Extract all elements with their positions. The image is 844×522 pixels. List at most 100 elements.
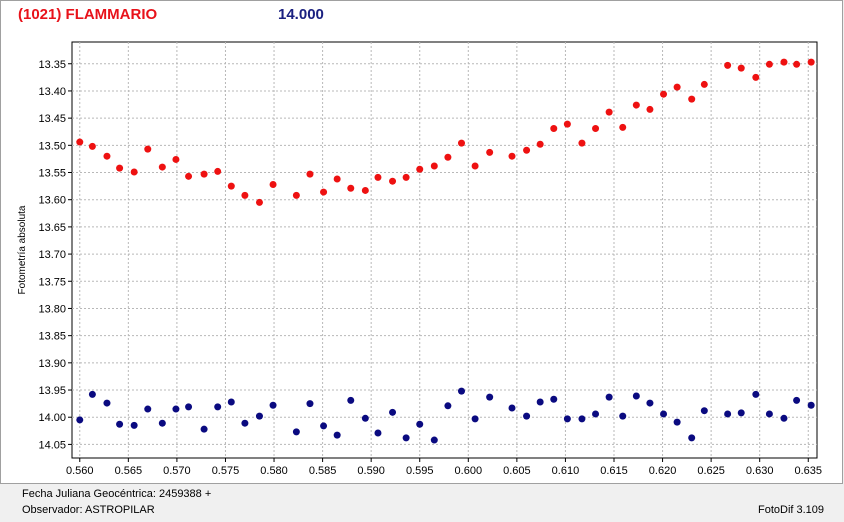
data-point xyxy=(471,162,479,170)
data-point xyxy=(88,142,96,150)
x-tick-label: 0.625 xyxy=(697,465,725,477)
data-point xyxy=(333,431,341,439)
data-point xyxy=(320,422,328,430)
data-point xyxy=(185,172,193,180)
x-tick-label: 0.570 xyxy=(163,465,191,477)
data-point xyxy=(402,173,410,181)
data-point xyxy=(116,420,124,428)
data-point xyxy=(673,418,681,426)
y-tick-label: 13.80 xyxy=(38,303,66,315)
data-point xyxy=(765,60,773,68)
chart: (1021) FLAMMARIO 14.000 Fotometría absol… xyxy=(0,0,843,484)
data-point xyxy=(632,101,640,109)
x-tick-label: 0.605 xyxy=(503,465,531,477)
x-tick-label: 0.615 xyxy=(600,465,628,477)
data-point xyxy=(227,398,235,406)
x-tick-label: 0.635 xyxy=(794,465,822,477)
data-point xyxy=(76,138,84,146)
data-point xyxy=(737,64,745,72)
y-tick-label: 13.35 xyxy=(38,59,66,71)
y-tick-label: 13.50 xyxy=(38,140,66,152)
data-point xyxy=(144,145,152,153)
data-point xyxy=(430,436,438,444)
data-point xyxy=(688,95,696,103)
data-point xyxy=(752,73,760,81)
data-point xyxy=(550,395,558,403)
y-tick-label: 14.05 xyxy=(38,439,66,451)
data-point xyxy=(172,155,180,163)
data-point xyxy=(200,425,208,433)
chart-panel xyxy=(0,0,843,484)
data-point xyxy=(673,83,681,91)
data-point xyxy=(793,396,801,404)
data-point xyxy=(374,429,382,437)
data-point xyxy=(536,398,544,406)
data-point xyxy=(88,390,96,398)
data-point xyxy=(700,80,708,88)
footer-date: Fecha Juliana Geocéntrica: 2459388 + xyxy=(22,488,212,500)
data-point xyxy=(793,60,801,68)
data-point xyxy=(457,387,465,395)
data-point xyxy=(688,434,696,442)
data-point xyxy=(200,170,208,178)
data-point xyxy=(508,152,516,160)
x-tick-label: 0.560 xyxy=(66,465,94,477)
data-point xyxy=(306,400,314,408)
data-point xyxy=(563,120,571,128)
data-point xyxy=(214,403,222,411)
data-point xyxy=(333,175,341,183)
y-tick-label: 13.45 xyxy=(38,113,66,125)
y-tick-label: 13.70 xyxy=(38,249,66,261)
data-point xyxy=(457,139,465,147)
data-point xyxy=(116,164,124,172)
y-tick-label: 13.75 xyxy=(38,276,66,288)
y-tick-label: 14.00 xyxy=(38,412,66,424)
data-point xyxy=(619,412,627,420)
data-point xyxy=(130,168,138,176)
data-point xyxy=(765,410,773,418)
data-point xyxy=(144,405,152,413)
data-point xyxy=(430,162,438,170)
data-point xyxy=(158,419,166,427)
data-point xyxy=(807,58,815,66)
data-point xyxy=(660,410,668,418)
data-point xyxy=(416,420,424,428)
data-point xyxy=(700,407,708,415)
data-point xyxy=(752,390,760,398)
data-point xyxy=(227,182,235,190)
footer-software: FotoDif 3.109 xyxy=(758,504,825,516)
data-point xyxy=(389,408,397,416)
data-point xyxy=(592,124,600,132)
data-point xyxy=(523,412,531,420)
data-point xyxy=(444,153,452,161)
data-point xyxy=(592,410,600,418)
data-point xyxy=(486,393,494,401)
x-tick-label: 0.565 xyxy=(115,465,143,477)
data-point xyxy=(605,393,613,401)
plot-frame xyxy=(71,41,818,459)
data-point xyxy=(347,184,355,192)
data-point xyxy=(660,90,668,98)
data-point xyxy=(486,148,494,156)
data-point xyxy=(214,167,222,175)
x-tick-label: 0.585 xyxy=(309,465,337,477)
x-tick-label: 0.600 xyxy=(455,465,483,477)
data-point xyxy=(605,108,613,116)
data-point xyxy=(292,191,300,199)
data-point xyxy=(269,180,277,188)
y-tick-label: 13.55 xyxy=(38,168,66,180)
x-tick-label: 0.590 xyxy=(357,465,385,477)
x-tick-label: 0.620 xyxy=(649,465,677,477)
data-point xyxy=(563,415,571,423)
footer-observer: Observador: ASTROPILAR xyxy=(22,504,155,516)
data-point xyxy=(523,146,531,154)
data-point xyxy=(780,58,788,66)
data-point xyxy=(103,399,111,407)
data-point xyxy=(508,404,516,412)
y-tick-label: 13.40 xyxy=(38,86,66,98)
data-point xyxy=(361,186,369,194)
data-point xyxy=(241,419,249,427)
y-tick-label: 13.90 xyxy=(38,358,66,370)
chart-title: (1021) FLAMMARIO xyxy=(18,6,158,23)
data-point xyxy=(646,105,654,113)
